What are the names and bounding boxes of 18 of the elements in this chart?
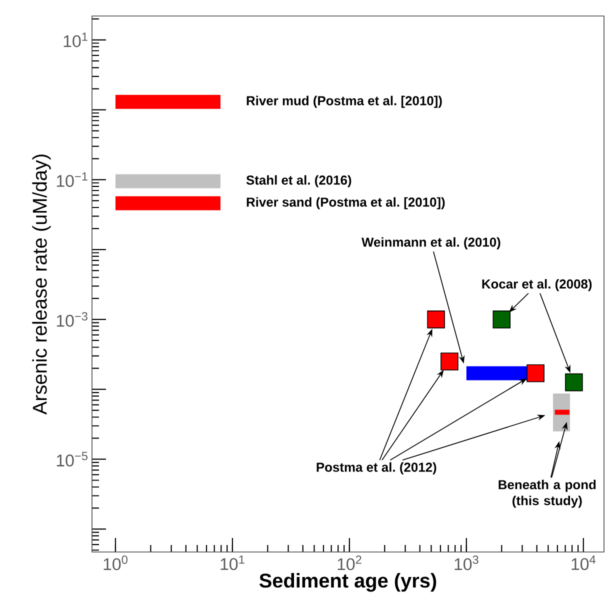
text: Weinmann et al. (2010) bbox=[362, 237, 500, 250]
y-tick-label: 10$^{1}$ bbox=[64, 32, 88, 48]
text: Postma et al. (2012) bbox=[316, 462, 436, 474]
x-tick-label: 10$^{2}$ bbox=[338, 556, 362, 570]
y-tick-label: 10$^{−1}$ bbox=[56, 172, 88, 187]
text: River mud (Postma et al. [2010]) bbox=[246, 96, 442, 108]
y-tick-label: 10$^{−3}$ bbox=[56, 312, 88, 327]
x-tick-label: 10$^{4}$ bbox=[572, 556, 596, 570]
x-axis-title: Sediment age (yrs) bbox=[259, 573, 436, 592]
x-tick-label: 10$^{3}$ bbox=[454, 556, 478, 570]
text: Beneath a pond (this study) bbox=[498, 480, 596, 508]
y-tick-label: 10$^{−5}$ bbox=[56, 452, 88, 466]
y-axis-title: Arsenic release rate (uM/day) bbox=[32, 154, 51, 415]
text: River sand (Postma et al. [2010]) bbox=[246, 197, 445, 210]
series-label: Kocar et al. (2008) bbox=[482, 279, 592, 292]
series-label: Stahl et al. (2016) bbox=[246, 175, 352, 188]
x-tick-label: 10$^{0}$ bbox=[104, 556, 128, 570]
x-tick-label: 10$^{1}$ bbox=[220, 556, 244, 570]
